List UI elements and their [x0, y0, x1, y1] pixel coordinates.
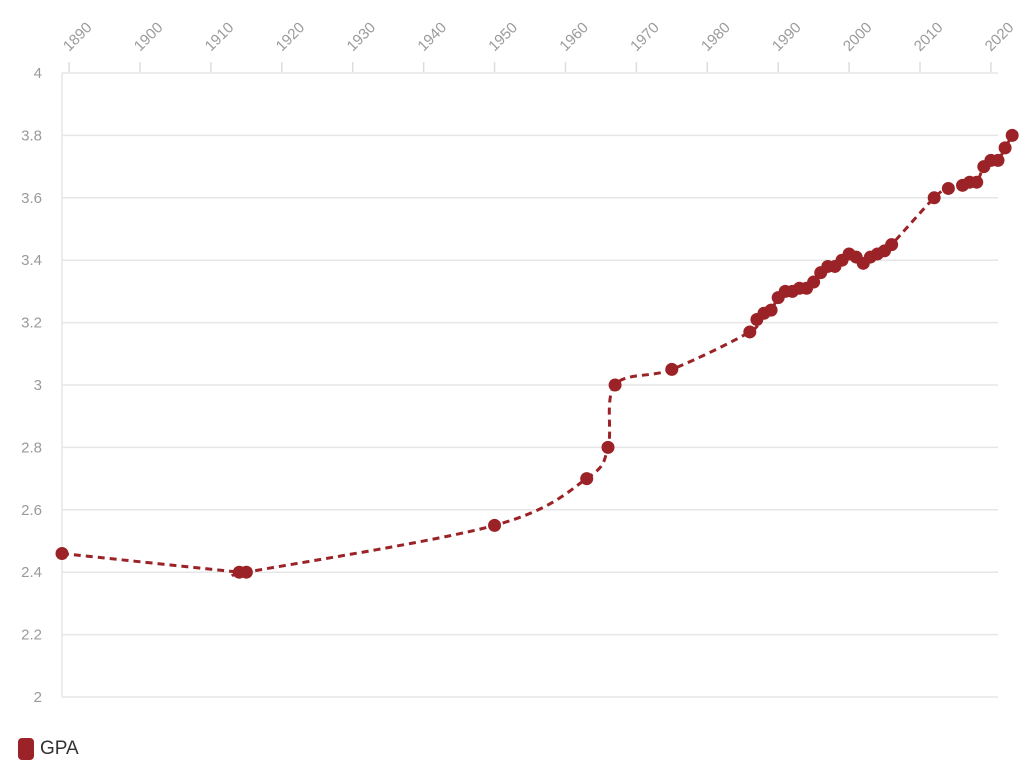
data-point-gpa [998, 141, 1012, 155]
y-tick-label: 2.6 [21, 502, 42, 519]
data-point-gpa [743, 325, 757, 339]
data-point-gpa [764, 303, 778, 317]
x-tick-label: 2000 [840, 19, 876, 55]
y-tick-label: 3.2 [21, 315, 42, 332]
x-tick-label: 1920 [273, 19, 309, 55]
x-tick-label: 1970 [627, 19, 663, 55]
y-tick-label: 3 [34, 377, 42, 394]
data-point-gpa [927, 191, 941, 205]
x-tick-label: 2010 [911, 19, 947, 55]
x-tick-label: 2020 [982, 19, 1018, 55]
data-point-gpa [1005, 128, 1019, 142]
y-tick-label: 2.2 [21, 627, 42, 644]
y-gridlines [62, 72, 998, 698]
legend-label-gpa: GPA [40, 738, 79, 759]
legend-swatch-gpa [18, 738, 34, 760]
y-tick-label: 2.4 [21, 564, 42, 581]
data-point-gpa [239, 565, 253, 579]
x-tick-label: 1960 [556, 19, 592, 55]
x-tick-label: 1940 [414, 19, 450, 55]
y-tick-label: 4 [34, 65, 42, 82]
x-tick-label: 1900 [131, 19, 167, 55]
y-tick-label: 3.4 [21, 252, 42, 269]
data-point-gpa [601, 440, 615, 454]
data-point-gpa [55, 546, 69, 560]
x-tick-label: 1990 [769, 19, 805, 55]
y-tick-label: 2.8 [21, 439, 42, 456]
x-tick-label: 1910 [202, 19, 238, 55]
data-point-gpa [885, 238, 899, 252]
data-point-gpa [665, 362, 679, 376]
data-point-gpa [608, 378, 622, 392]
data-point-gpa [580, 472, 594, 486]
y-tick-label: 2 [34, 689, 42, 706]
y-tick-label: 3.8 [21, 127, 42, 144]
x-tick-label: 1950 [485, 19, 521, 55]
legend: GPA [18, 738, 79, 760]
x-tick-label: 1890 [60, 19, 96, 55]
data-point-gpa [970, 175, 984, 189]
x-tick-label: 1980 [698, 19, 734, 55]
data-point-gpa [807, 275, 821, 289]
data-point-gpa [488, 518, 502, 532]
data-point-gpa [991, 153, 1005, 167]
data-point-gpa [941, 181, 955, 195]
y-tick-label: 3.6 [21, 190, 42, 207]
x-tick-label: 1930 [344, 19, 380, 55]
